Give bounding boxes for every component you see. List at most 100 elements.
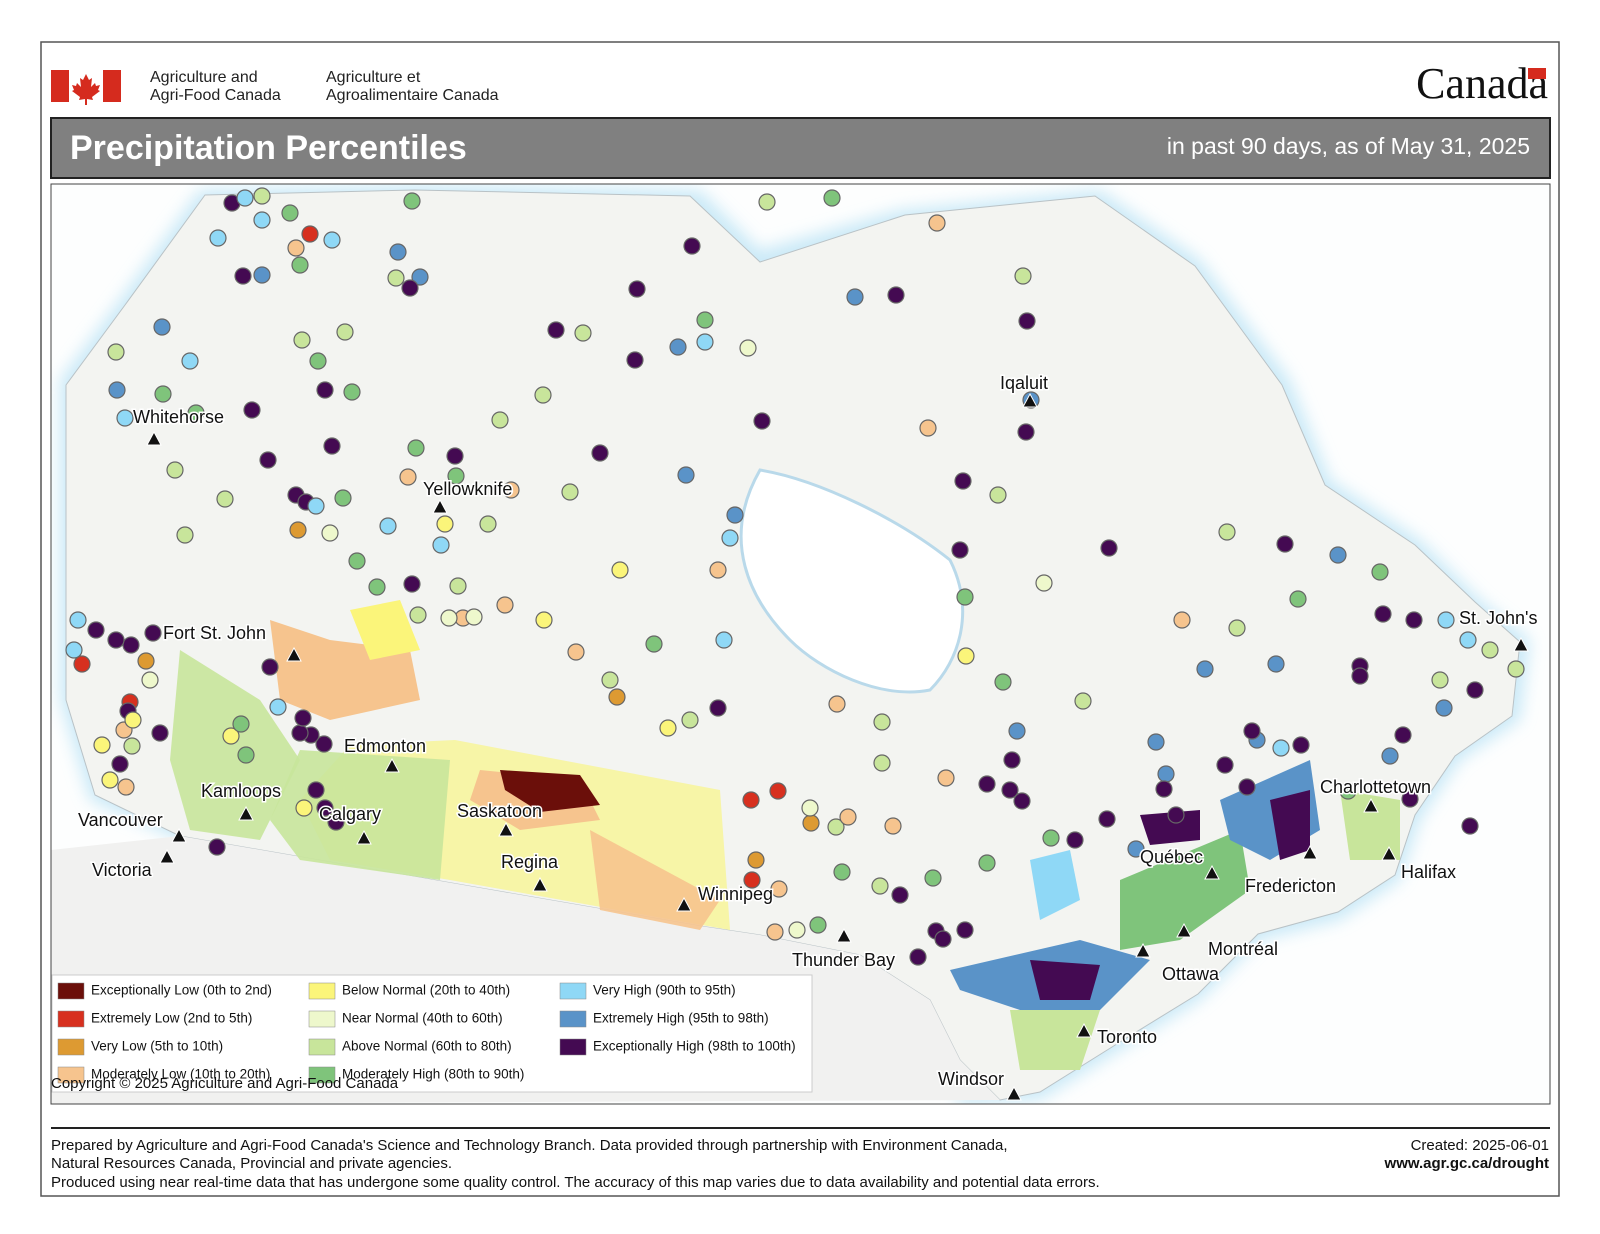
title: Precipitation Percentiles	[70, 129, 467, 167]
city-label: Regina	[501, 852, 559, 872]
station	[978, 854, 996, 872]
city-marker	[1381, 845, 1397, 861]
station	[1216, 756, 1234, 774]
footer-note: Natural Resources Canada, Provincial and…	[51, 1155, 452, 1172]
station	[884, 817, 902, 835]
station	[677, 466, 695, 484]
station	[1289, 590, 1307, 608]
station	[447, 467, 465, 485]
city-label: Whitehorse	[133, 407, 224, 427]
station	[827, 818, 845, 836]
station	[107, 631, 125, 649]
city-marker	[238, 805, 254, 821]
station	[1238, 778, 1256, 796]
station	[547, 321, 565, 339]
station	[1292, 736, 1310, 754]
station	[608, 688, 626, 706]
station	[669, 338, 687, 356]
station	[259, 451, 277, 469]
city-marker	[146, 430, 162, 446]
station	[307, 781, 325, 799]
station	[107, 343, 125, 361]
station	[502, 481, 520, 499]
station	[801, 799, 819, 817]
city-label: Saskatoon	[457, 801, 542, 821]
station	[379, 517, 397, 535]
station	[465, 608, 483, 626]
station	[989, 486, 1007, 504]
station	[659, 719, 677, 737]
station	[261, 658, 279, 676]
city-label: Yellowknife	[423, 479, 512, 499]
station	[401, 279, 419, 297]
station	[957, 647, 975, 665]
station	[1001, 781, 1019, 799]
station	[683, 237, 701, 255]
station	[291, 256, 309, 274]
city-label: Charlottetown	[1320, 777, 1431, 797]
station	[122, 636, 140, 654]
station	[176, 526, 194, 544]
station	[315, 735, 333, 753]
city-label: Calgary	[319, 804, 381, 824]
city-marker	[286, 646, 302, 662]
station	[1431, 671, 1449, 689]
station	[496, 596, 514, 614]
station	[1466, 681, 1484, 699]
org-en: Agriculture and	[150, 69, 258, 86]
legend-swatch	[57, 1038, 85, 1056]
legend-label: Below Normal (20th to 40th)	[342, 983, 510, 998]
station	[293, 331, 311, 349]
station	[823, 189, 841, 207]
station	[348, 552, 366, 570]
station	[108, 381, 126, 399]
station	[574, 324, 592, 342]
city-marker	[1135, 942, 1151, 958]
map-border	[50, 183, 1551, 1105]
legend-swatch	[308, 1066, 336, 1084]
station	[1329, 546, 1347, 564]
station	[1003, 751, 1021, 769]
city-label: Thunder Bay	[792, 950, 895, 970]
station	[1228, 619, 1246, 637]
city-marker	[356, 829, 372, 845]
city-marker	[498, 821, 514, 837]
station	[1100, 539, 1118, 557]
station	[316, 799, 334, 817]
legend-label: Extremely Low (2nd to 5th)	[91, 1011, 252, 1026]
station	[307, 497, 325, 515]
station	[323, 437, 341, 455]
station	[954, 472, 972, 490]
city-label: Windsor	[938, 1069, 1004, 1089]
city-label: St. John's	[1459, 608, 1537, 628]
station	[65, 641, 83, 659]
station	[253, 266, 271, 284]
station	[743, 871, 761, 889]
station	[411, 268, 429, 286]
city-marker	[171, 827, 187, 843]
legend-swatch	[57, 1010, 85, 1028]
station	[709, 699, 727, 717]
station	[236, 189, 254, 207]
station	[403, 192, 421, 210]
city-label: Ottawa	[1162, 964, 1220, 984]
station	[994, 673, 1012, 691]
city-label: Toronto	[1097, 1027, 1157, 1047]
station	[739, 339, 757, 357]
footer-note: Produced using near real-time data that …	[51, 1174, 1100, 1191]
city-marker	[384, 757, 400, 773]
city-label: Québec	[1140, 847, 1203, 867]
station	[1435, 699, 1453, 717]
station	[534, 386, 552, 404]
legend-swatch	[559, 1038, 587, 1056]
station	[124, 711, 142, 729]
legend-label: Exceptionally High (98th to 100th)	[593, 1039, 796, 1054]
station	[1196, 660, 1214, 678]
station	[919, 419, 937, 437]
station	[309, 352, 327, 370]
station	[269, 698, 287, 716]
legend-label: Moderately Low (10th to 20th)	[91, 1067, 270, 1082]
station	[1155, 780, 1173, 798]
station	[1405, 611, 1423, 629]
city-label: Fort St. John	[163, 623, 266, 643]
